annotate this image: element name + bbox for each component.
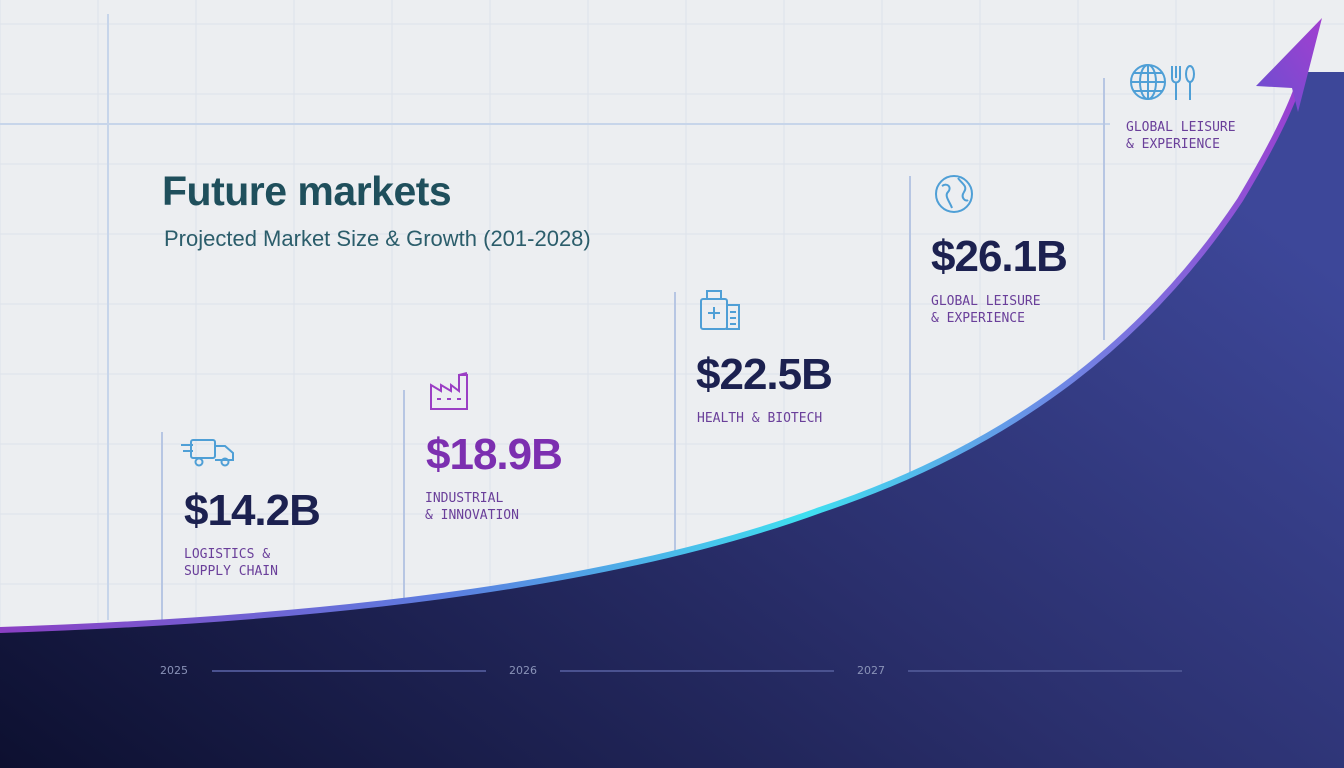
truck-icon <box>181 439 234 467</box>
value-label-logistics: $14.2B <box>184 486 321 535</box>
market-label-logistics: LOGISTICS & SUPPLY CHAIN <box>184 547 278 579</box>
globe-icon <box>935 175 973 213</box>
medical-building-icon <box>700 290 740 330</box>
marker-lines <box>161 78 1105 620</box>
market-label-leisure: GLOBAL LEISURE & EXPERIENCE <box>931 294 1041 326</box>
value-label-health: $22.5B <box>696 350 833 399</box>
year-label-2027: 2027 <box>857 664 885 677</box>
value-label-industrial: $18.9B <box>426 430 563 479</box>
market-label-health: HEALTH & BIOTECH <box>697 411 823 426</box>
page-title: Future markets <box>162 168 452 214</box>
growth-area <box>0 72 1344 768</box>
factory-icon <box>430 372 468 410</box>
growth-curve <box>0 77 1303 633</box>
value-label-leisure: $26.1B <box>931 232 1068 281</box>
year-label-2025: 2025 <box>160 664 188 677</box>
market-label-leisure-top: GLOBAL LEISURE & EXPERIENCE <box>1126 120 1236 152</box>
growth-arrowhead <box>1256 18 1322 112</box>
page-subtitle: Projected Market Size & Growth (201-2028… <box>164 226 591 251</box>
year-label-2026: 2026 <box>509 664 537 677</box>
market-label-industrial: INDUSTRIAL & INNOVATION <box>425 491 519 523</box>
globe-fork-spoon-icon <box>1130 64 1195 100</box>
